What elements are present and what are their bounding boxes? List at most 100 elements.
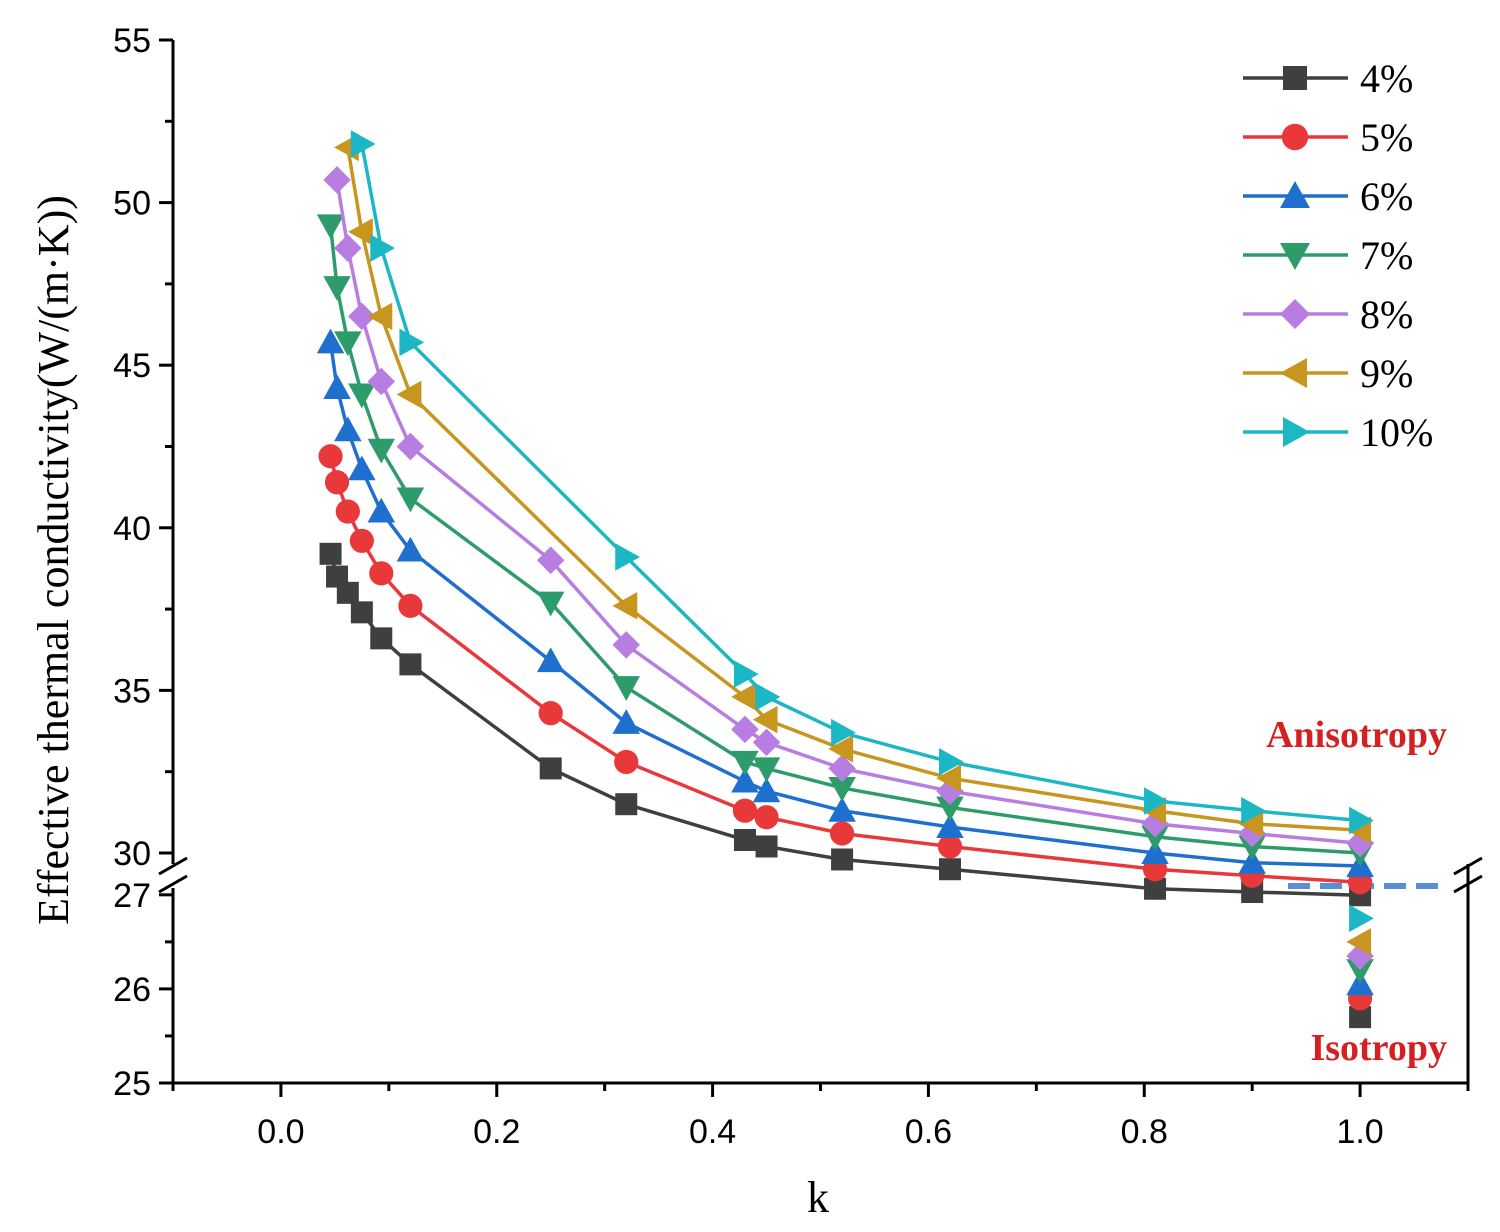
legend-label: 8% [1360,292,1413,337]
data-point [396,380,422,409]
data-point [396,487,425,513]
data-point [936,764,961,792]
legend: 4% 5% 6% 7% 8% 9% 10% [1243,56,1433,455]
legend-item: 10% [1243,410,1433,455]
series-layer [316,130,1374,1029]
legend-marker [1280,358,1307,388]
data-point [755,835,778,858]
data-point [316,214,345,240]
data-point [399,328,425,357]
x-tick-label: 1.0 [1336,1113,1383,1151]
isotropy-point [1346,928,1372,956]
data-point [1238,848,1266,874]
data-point [316,328,345,354]
data-point [348,218,373,246]
data-point [1238,809,1264,838]
data-point [731,767,759,793]
legend-marker [1283,66,1307,90]
data-point [335,499,360,524]
data-point [731,683,756,711]
data-point [1141,825,1169,851]
series-line [346,147,1361,832]
data-point [939,858,961,881]
y-tick-label: 26 [113,971,151,1009]
y-break-mark-2 [158,874,188,894]
x-tick-label: 0.2 [473,1113,520,1151]
data-point [612,709,640,734]
axes: 30 35 40 45 50 55 25 26 27 0.0 0.2 0.4 0.6 0.8 1.0 [113,22,1483,1151]
right-break-mark-2 [1453,874,1483,894]
data-point [1144,877,1167,900]
data-point [348,302,376,331]
legend-marker [1280,243,1310,270]
y-tick-label: 55 [113,22,151,60]
y-tick-label: 27 [113,877,151,915]
y-break-mark-1 [158,856,188,876]
legend-marker [1280,299,1310,329]
legend-label: 5% [1360,115,1413,160]
data-point [399,653,422,676]
data-point [828,796,856,822]
data-point [323,374,351,399]
y-tick-label: 45 [113,347,151,385]
data-point [396,536,425,562]
data-point [752,777,781,803]
data-point [348,455,376,481]
series-4% [319,542,1372,1029]
data-point [324,470,350,495]
data-point [370,627,393,650]
y-tick-label: 40 [113,510,151,548]
data-point [367,367,396,396]
x-axis-title: k [807,1173,829,1222]
data-point [334,234,362,262]
legend-marker [1281,123,1309,151]
data-point [350,601,373,624]
data-point [536,647,565,673]
isotropy-point [1349,1006,1372,1029]
legend-label: 6% [1360,174,1413,219]
data-point [754,805,779,830]
data-point [831,718,856,747]
legend-item: 4% [1243,56,1413,101]
isotropy-annotation: Isotropy [1310,1027,1447,1069]
data-point [318,444,343,469]
data-point [323,166,351,194]
data-point [1241,796,1266,825]
x-tick-label: 0.4 [689,1113,736,1151]
data-point [319,542,342,565]
data-point [752,728,781,757]
data-point [828,776,856,802]
legend-marker [1280,181,1310,208]
isotropy-point [1346,959,1374,984]
series-10% [350,130,1374,933]
series-8% [323,166,1374,970]
isotropy-point [1349,904,1374,933]
data-point [731,750,759,776]
x-tick-label: 0.8 [1121,1113,1168,1151]
legend-marker [1283,417,1310,447]
data-point [367,438,396,464]
y-tick-label: 30 [113,835,151,873]
legend-item: 5% [1243,115,1413,160]
data-point [614,749,639,775]
data-point [612,592,638,620]
data-point [612,676,640,701]
series-7% [316,214,1374,984]
data-point [536,591,565,617]
y-axis-title: Effective thermal conductivity(W/(m·K)) [29,195,78,925]
y-tick-label: 25 [113,1065,151,1103]
data-point [733,660,759,688]
data-point [731,715,759,744]
data-point [732,798,758,823]
data-point [1349,806,1374,835]
data-point [1144,787,1169,815]
data-point [752,757,781,783]
data-point [936,813,964,838]
data-point [937,834,963,859]
data-point [538,701,563,726]
data-point [828,735,854,763]
data-point [349,528,374,553]
series-line [360,143,1361,823]
data-point [615,793,638,816]
